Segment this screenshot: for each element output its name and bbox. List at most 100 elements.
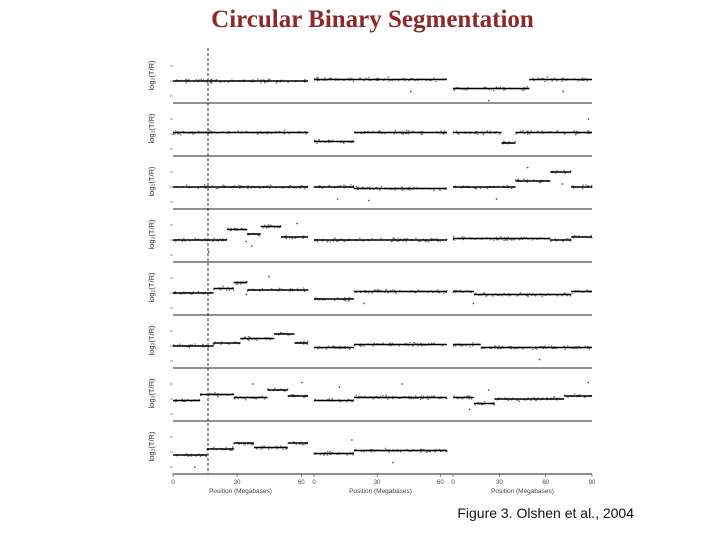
- data-point: [461, 236, 463, 238]
- data-point: [575, 133, 578, 135]
- outlier-point: [487, 99, 490, 102]
- data-point: [453, 344, 456, 347]
- data-point: [514, 140, 516, 143]
- data-point: [389, 342, 391, 344]
- data-point: [302, 443, 305, 446]
- data-point: [186, 78, 188, 81]
- data-point: [208, 129, 211, 132]
- y-axis-label: log₂(T/R): [147, 166, 156, 196]
- data-point: [516, 295, 518, 297]
- data-point: [468, 398, 471, 400]
- data-point: [465, 344, 467, 347]
- data-point: [244, 444, 246, 446]
- data-point: [474, 404, 477, 406]
- data-point: [248, 339, 250, 342]
- data-point: [477, 133, 479, 136]
- data-point: [379, 189, 381, 192]
- data-point: [373, 342, 376, 345]
- y-axis-label: log₂(T/R): [147, 219, 156, 249]
- data-point: [392, 289, 394, 291]
- data-point: [469, 346, 471, 348]
- data-point: [345, 299, 347, 302]
- data-point: [359, 345, 362, 348]
- data-point: [573, 130, 576, 132]
- x-tick-label: 0: [451, 480, 455, 486]
- y-axis-label: log₂(T/R): [147, 272, 156, 302]
- data-point: [408, 130, 410, 132]
- data-point: [316, 80, 319, 82]
- data-point: [581, 187, 584, 190]
- data-point: [256, 339, 258, 342]
- outlier-point: [401, 383, 404, 385]
- data-point: [391, 240, 393, 243]
- data-point: [414, 395, 417, 397]
- data-point: [191, 133, 194, 135]
- outlier-point: [363, 302, 365, 305]
- data-point: [188, 78, 190, 81]
- data-point: [329, 241, 331, 243]
- data-point: [577, 80, 579, 82]
- outlier-point: [268, 275, 270, 278]
- data-point: [433, 189, 435, 192]
- data-point: [231, 449, 233, 452]
- data-point: [213, 237, 215, 240]
- data-point: [470, 398, 473, 400]
- data-point: [177, 133, 179, 135]
- data-point: [318, 138, 320, 141]
- data-point: [316, 142, 318, 145]
- data-point: [393, 237, 395, 240]
- data-point: [561, 80, 563, 83]
- data-point: [214, 391, 216, 394]
- data-point: [489, 130, 492, 132]
- data-point: [380, 237, 382, 240]
- data-point: [385, 394, 387, 397]
- data-point: [204, 187, 207, 190]
- data-point: [317, 347, 319, 350]
- data-point: [372, 398, 375, 400]
- data-point: [586, 79, 589, 82]
- data-point: [409, 341, 411, 344]
- outlier-point: [562, 90, 565, 93]
- data-point: [227, 81, 229, 84]
- data-point: [245, 398, 247, 401]
- data-point: [394, 129, 397, 132]
- data-point: [306, 340, 309, 343]
- data-point: [212, 343, 214, 345]
- data-point: [564, 172, 567, 175]
- data-point: [263, 445, 265, 448]
- data-point: [427, 240, 430, 243]
- data-point: [185, 184, 188, 186]
- data-point: [452, 235, 455, 238]
- data-point: [279, 445, 282, 448]
- data-point: [427, 398, 429, 401]
- data-point: [263, 224, 266, 226]
- data-point: [220, 343, 222, 346]
- outlier-point: [336, 198, 339, 200]
- data-point: [417, 289, 420, 291]
- data-point: [544, 345, 546, 348]
- data-point: [475, 187, 478, 190]
- data-point: [551, 80, 554, 82]
- outlier-point: [561, 183, 564, 185]
- outlier-point: [296, 222, 298, 225]
- data-point: [269, 184, 272, 187]
- data-point: [420, 451, 422, 454]
- data-point: [287, 81, 289, 83]
- data-point: [463, 236, 465, 238]
- data-point: [420, 395, 423, 397]
- data-point: [255, 398, 258, 400]
- outlier-point: [338, 386, 341, 388]
- data-point: [500, 347, 502, 350]
- data-point: [438, 292, 441, 294]
- data-point: [506, 184, 509, 187]
- x-tick-label: 30: [496, 480, 503, 486]
- data-point: [233, 398, 236, 400]
- data-point: [382, 394, 384, 397]
- data-point: [395, 292, 397, 295]
- data-point: [563, 169, 565, 172]
- data-point: [232, 289, 235, 292]
- data-point: [550, 345, 553, 347]
- data-point: [387, 76, 390, 78]
- data-point: [329, 450, 331, 453]
- data-point: [326, 450, 329, 453]
